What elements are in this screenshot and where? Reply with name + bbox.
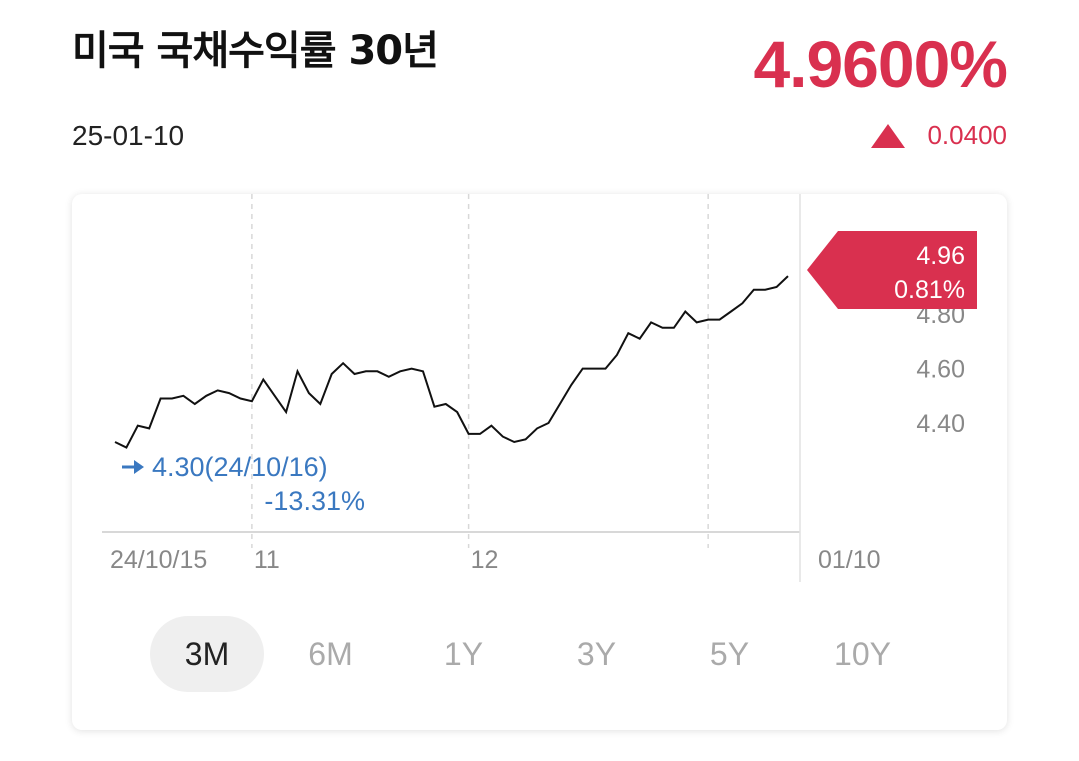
current-value-label: 4.96 [916,242,965,270]
y-tick-label: 4.40 [916,410,965,438]
low-marker-label: 4.30(24/10/16) [152,452,328,482]
range-button-10y[interactable]: 10Y [834,635,891,672]
range-button-1y[interactable]: 1Y [443,635,484,672]
low-marker-percent: -13.31% [264,486,365,516]
x-tick-label: 11 [254,546,280,574]
x-tick-label: 24/10/15 [110,546,207,574]
x-tick-label: 12 [471,546,499,574]
current-percent-label: 0.81% [894,276,965,304]
current-yield: 4.9600% [753,27,1008,101]
current-value-tag [807,231,977,309]
yield-line-chart[interactable]: 24/10/15 11 12 01/104.404.604.804.960.81%4.… [72,194,1007,614]
range-selector: 3M 6M 1Y 3Y 5Y 10Y [150,616,950,692]
daily-change: 0.0400 [871,120,1007,151]
page-title: 미국 국채수익률 30년 [72,28,439,74]
arrow-right-icon-head [134,460,144,474]
up-triangle-icon [871,123,906,148]
chart-card: 24/10/15 11 12 01/10 4.40 4.60 4.80 4.96 0.81% 4.… [72,194,1007,730]
range-button-5y[interactable]: 5Y [709,635,750,672]
x-tick-label: 01/10 [818,546,881,574]
range-button-3y[interactable]: 3Y [576,635,617,672]
range-button-3m[interactable]: 3M [150,616,264,692]
change-value: 0.0400 [927,120,1007,150]
y-tick-label: 4.60 [916,356,965,384]
series-line [114,275,789,449]
range-button-6m[interactable]: 6M [308,635,353,672]
quote-date: 25-01-10 [72,120,185,151]
